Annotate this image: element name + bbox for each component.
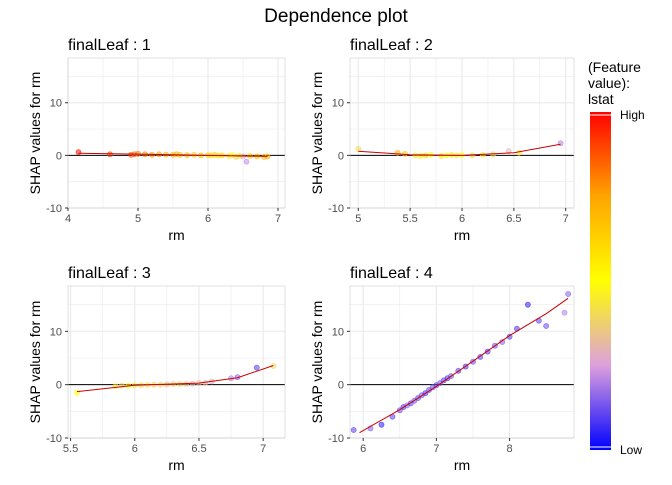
fit-line <box>78 152 268 157</box>
data-point <box>243 158 250 165</box>
color-legend: (Feature value): lstat High Low <box>588 59 645 457</box>
y-axis-label: SHAP values for rm <box>309 72 325 195</box>
legend-title-line-1: (Feature <box>588 59 641 75</box>
y-tick-label: 10 <box>50 326 62 338</box>
legend-title-line-3: lstat <box>588 91 614 107</box>
x-tick-label: 6 <box>205 213 211 225</box>
x-tick-label: 7 <box>275 213 281 225</box>
fit-line <box>358 143 561 156</box>
x-tick-label: 7 <box>563 213 569 225</box>
panels: 4 5 6 7 -10 0 10 finalLeaf : 1 rm SHAP values for… <box>27 37 575 473</box>
x-axis-label: rm <box>168 457 184 473</box>
panel-4: 6 7 8 -10 0 10 finalLeaf : 4 rm SHAP values for … <box>309 265 575 473</box>
data-point <box>350 427 357 433</box>
data-point <box>74 389 80 396</box>
data-point <box>75 149 82 156</box>
plot-area <box>350 286 574 438</box>
fit-line <box>76 365 274 393</box>
data-point <box>253 364 260 371</box>
fit-line <box>359 297 569 434</box>
x-tick-label: 5.5 <box>63 443 78 455</box>
x-tick-label: 6 <box>459 213 465 225</box>
x-tick-label: 7 <box>260 443 266 455</box>
x-tick-label: 6.5 <box>506 213 521 225</box>
data-point <box>378 421 385 428</box>
data-point <box>543 323 550 329</box>
panel-3: 5.5 6 6.5 7 -10 0 10 finalLeaf : 3 rm SHAP values… <box>27 265 286 473</box>
data-point <box>565 291 572 297</box>
panel-title: finalLeaf : 3 <box>68 265 151 282</box>
y-tick-label: 0 <box>338 380 344 392</box>
y-axis-label: SHAP values for rm <box>27 72 43 195</box>
data-point <box>438 152 445 159</box>
y-tick-label: 10 <box>332 326 344 338</box>
x-tick-label: 8 <box>507 443 513 455</box>
data-point <box>417 152 424 159</box>
y-tick-label: 10 <box>332 98 344 110</box>
y-tick-label: -10 <box>46 203 62 215</box>
panel-border <box>67 57 286 209</box>
data-point <box>119 382 125 389</box>
data-point <box>107 151 113 158</box>
data-point <box>516 149 522 156</box>
x-tick-label: 5 <box>355 213 361 225</box>
panel-1: 4 5 6 7 -10 0 10 finalLeaf : 1 rm SHAP values for… <box>27 37 286 243</box>
x-tick-label: 7 <box>433 443 439 455</box>
data-point <box>112 383 119 390</box>
data-point <box>524 301 531 308</box>
panel-title: finalLeaf : 1 <box>68 37 151 54</box>
y-tick-label: -10 <box>328 203 344 215</box>
panel-2: 5 5.5 6 6.5 7 -10 0 10 finalLeaf : 2 rm SHAP value… <box>309 37 575 243</box>
x-tick-label: 5.5 <box>402 213 417 225</box>
x-axis-label: rm <box>168 227 184 243</box>
panel-title: finalLeaf : 4 <box>350 265 433 282</box>
legend-low-label: Low <box>620 443 642 457</box>
x-tick-label: 4 <box>65 213 71 225</box>
panel-border <box>349 285 575 439</box>
x-tick-label: 5 <box>135 213 141 225</box>
x-axis-label: rm <box>454 457 470 473</box>
plot-area <box>68 58 285 208</box>
y-tick-label: 0 <box>56 150 62 162</box>
y-tick-label: -10 <box>328 433 344 445</box>
plot-area <box>68 286 285 438</box>
y-axis-label: SHAP values for rm <box>309 301 325 424</box>
legend-title-line-2: value): <box>588 75 630 91</box>
panel-title: finalLeaf : 2 <box>350 37 433 54</box>
y-tick-label: 10 <box>50 98 62 110</box>
x-tick-label: 6 <box>132 443 138 455</box>
figure-title: Dependence plot <box>264 6 408 27</box>
y-axis-label: SHAP values for rm <box>27 301 43 424</box>
y-tick-label: 0 <box>56 380 62 392</box>
x-tick-label: 6 <box>360 443 366 455</box>
legend-high-label: High <box>620 108 645 122</box>
legend-gradient-bar <box>590 112 611 450</box>
y-tick-label: 0 <box>338 150 344 162</box>
panel-border <box>67 285 286 439</box>
x-axis-label: rm <box>454 227 470 243</box>
data-point <box>402 150 408 157</box>
data-point <box>561 309 568 316</box>
x-tick-label: 6.5 <box>191 443 206 455</box>
y-tick-label: -10 <box>46 433 62 445</box>
